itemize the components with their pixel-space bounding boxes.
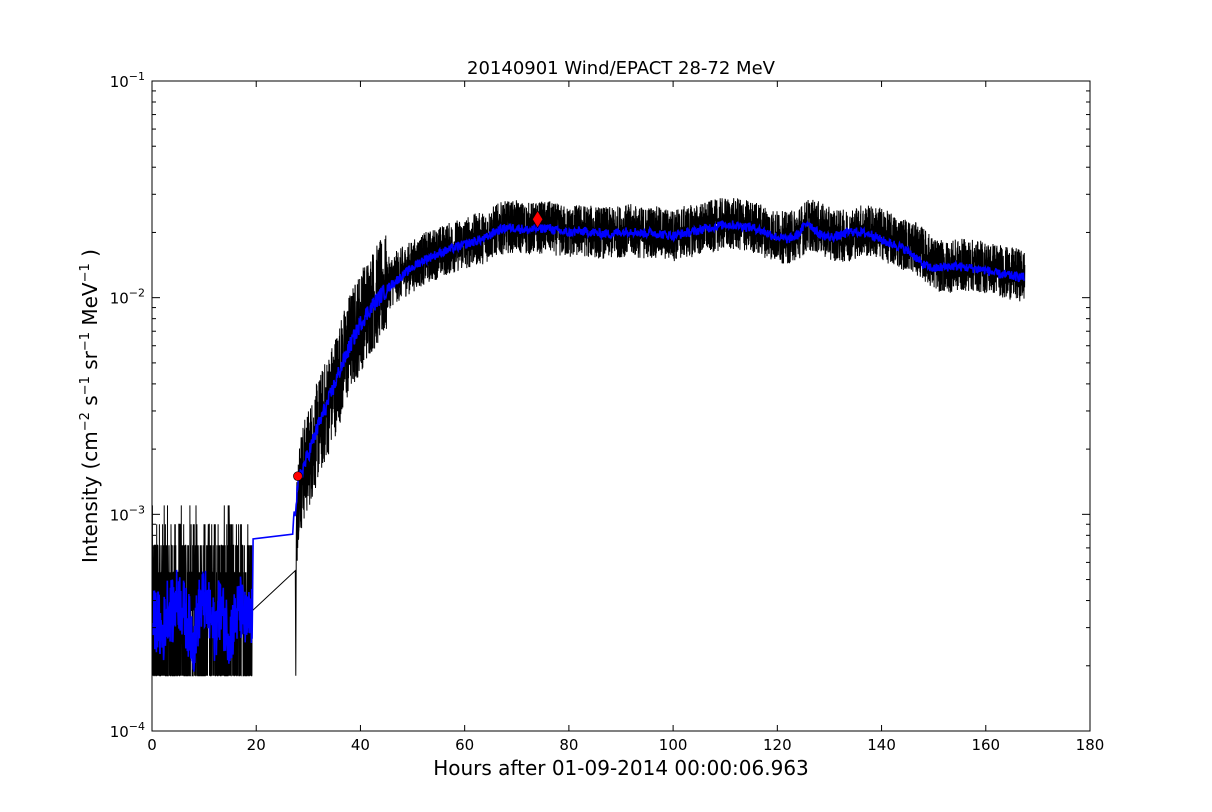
x-tick-label: 80 — [559, 736, 578, 754]
x-axis-ticks: 0 20 40 60 80 100 120 140 160 180 — [147, 81, 1104, 754]
marker-diamond — [532, 210, 544, 229]
plot-data-layer — [152, 198, 1026, 677]
marker-circle — [293, 471, 303, 481]
y-tick-label: 10−2 — [110, 287, 145, 308]
y-axis-ticks: 10−4 10−3 10−2 10−1 — [110, 70, 1090, 741]
y-tick-label: 10−1 — [110, 70, 145, 91]
x-tick-label: 60 — [455, 736, 474, 754]
chart-title: 20140901 Wind/EPACT 28-72 MeV — [467, 58, 776, 79]
x-tick-label: 140 — [867, 736, 896, 754]
series-smoothed-line — [152, 220, 1025, 672]
x-tick-label: 120 — [763, 736, 792, 754]
x-tick-label: 160 — [971, 736, 1000, 754]
y-tick-label: 10−3 — [110, 503, 145, 524]
series-raw-line — [152, 198, 1026, 677]
x-tick-label: 20 — [247, 736, 266, 754]
x-axis-label: Hours after 01-09-2014 00:00:06.963 — [433, 756, 809, 780]
x-tick-label: 40 — [351, 736, 370, 754]
y-tick-label: 10−4 — [110, 720, 145, 741]
y-axis-label: Intensity (cm−2 s−1 sr−1 MeV−1 ) — [78, 249, 102, 563]
x-tick-label: 100 — [659, 736, 688, 754]
plot-frame — [151, 80, 1091, 732]
x-tick-label: 180 — [1076, 736, 1105, 754]
x-tick-label: 0 — [147, 736, 157, 754]
